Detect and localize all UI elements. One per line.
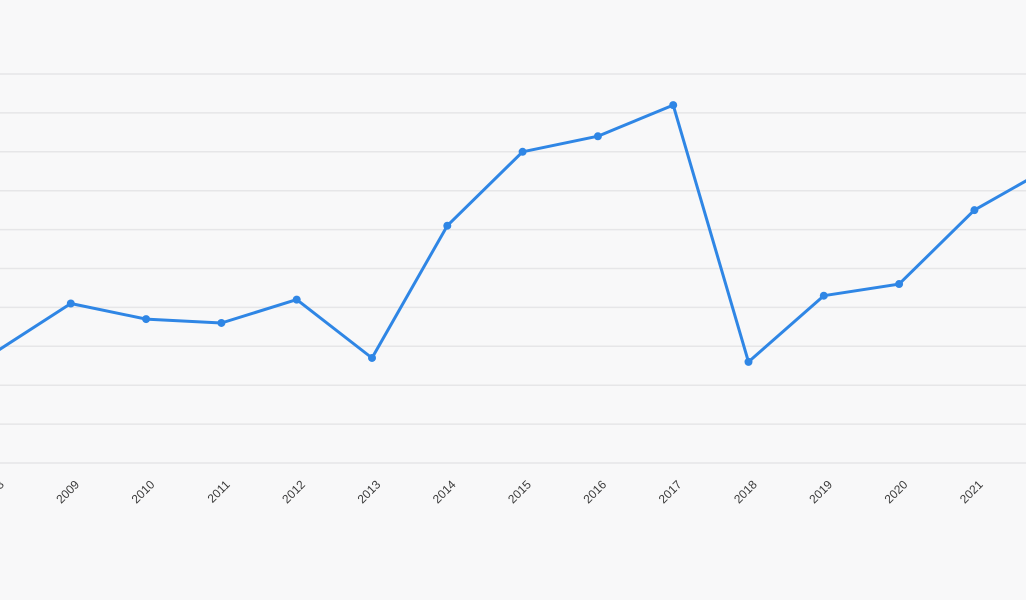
x-tick-label: 2013 [355, 477, 384, 506]
x-tick-label: 2019 [806, 477, 835, 506]
x-tick-label: 2017 [656, 477, 685, 506]
data-point-2015[interactable] [518, 147, 527, 156]
data-point-2009[interactable] [66, 299, 75, 308]
x-tick-label: 2012 [279, 477, 308, 506]
data-point-2019[interactable] [819, 291, 828, 300]
x-tick-label: 2016 [580, 477, 609, 506]
series-layer [0, 103, 1026, 364]
x-tick-label: 2015 [505, 477, 534, 506]
data-point-2014[interactable] [443, 221, 452, 230]
data-point-2016[interactable] [593, 132, 602, 141]
data-point-2021[interactable] [970, 206, 979, 215]
data-point-2012[interactable] [292, 295, 301, 304]
x-tick-label: 2020 [882, 477, 911, 506]
x-tick-label: 2008 [0, 477, 7, 506]
data-point-2013[interactable] [368, 353, 376, 362]
data-point-2010[interactable] [142, 315, 151, 324]
x-tick-label: 2011 [205, 477, 233, 505]
data-point-2020[interactable] [895, 280, 904, 289]
x-tick-label: 2009 [53, 477, 82, 506]
data-point-2018[interactable] [744, 357, 753, 366]
series-line [0, 103, 1026, 364]
x-tick-label: 2010 [129, 477, 158, 506]
data-point-2011[interactable] [217, 318, 226, 327]
data-point-2017[interactable] [669, 101, 678, 110]
data-points [66, 101, 979, 366]
x-tick-label: 2014 [430, 477, 459, 506]
gridlines [0, 73, 1026, 464]
x-tick-label: 2021 [957, 477, 986, 506]
x-axis-ticks: 2008 2009 2010 2011 2012 2013 2014 2015 2016 2017… [0, 477, 986, 506]
x-tick-label: 2018 [731, 477, 760, 506]
